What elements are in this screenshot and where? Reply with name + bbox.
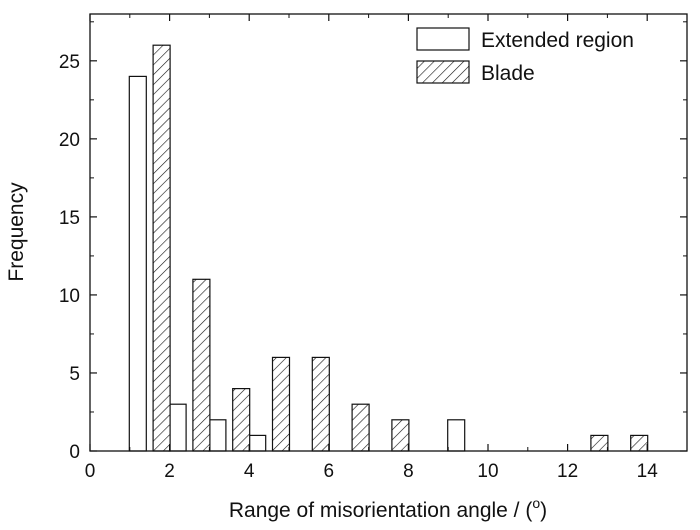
legend: Extended region Blade: [416, 27, 634, 85]
bar-blade-3: [271, 356, 291, 452]
ticks-group: 0 2 4 6 8 10 12 14 0 5 10 15 20 25: [59, 14, 687, 482]
bar-blade-6: [391, 419, 410, 452]
x-tick-label-10: 10: [477, 461, 498, 482]
bar-blade-7: [590, 434, 609, 452]
legend-swatch-extended-region: [416, 27, 470, 51]
y-tick-label-10: 10: [59, 286, 80, 307]
bar-extended-region-1: [168, 403, 187, 452]
x-tick-label-8: 8: [403, 461, 414, 482]
bar-blade-2: [232, 388, 251, 452]
x-axis-title-end: ): [540, 499, 547, 522]
legend-label-blade: Blade: [481, 62, 535, 85]
x-tick-label-12: 12: [557, 461, 578, 482]
bar-extended-region-0: [128, 75, 147, 452]
bar-extended-region-3: [248, 434, 267, 452]
x-axis-title-main: Range of misorientation angle / (: [229, 499, 533, 522]
x-tick-label-6: 6: [324, 461, 335, 482]
y-axis-title: Frequency: [5, 182, 28, 282]
x-tick-label-4: 4: [244, 461, 255, 482]
bar-blade-0: [152, 44, 171, 452]
y-tick-label-20: 20: [59, 130, 80, 151]
y-tick-label-0: 0: [69, 442, 80, 463]
y-tick-label-5: 5: [69, 364, 80, 385]
bars-group: [128, 44, 649, 452]
x-tick-label-14: 14: [637, 461, 659, 482]
x-tick-label-2: 2: [164, 461, 175, 482]
bar-blade-8: [630, 434, 649, 452]
bar-blade-1: [192, 278, 211, 452]
bar-extended-region-4: [447, 419, 466, 452]
x-axis-title-superscript: o: [532, 495, 540, 511]
bar-blade-4: [311, 356, 330, 452]
x-axis-title: Range of misorientation angle / (o): [229, 495, 547, 522]
bar-extended-region-2: [208, 419, 227, 452]
legend-label-extended-region: Extended region: [481, 29, 634, 52]
plot-frame: [89, 13, 688, 452]
y-tick-label-15: 15: [59, 208, 80, 229]
bar-blade-5: [351, 403, 370, 452]
x-tick-label-0: 0: [85, 461, 96, 482]
y-tick-label-25: 25: [59, 52, 80, 73]
legend-swatch-blade: [416, 60, 470, 84]
